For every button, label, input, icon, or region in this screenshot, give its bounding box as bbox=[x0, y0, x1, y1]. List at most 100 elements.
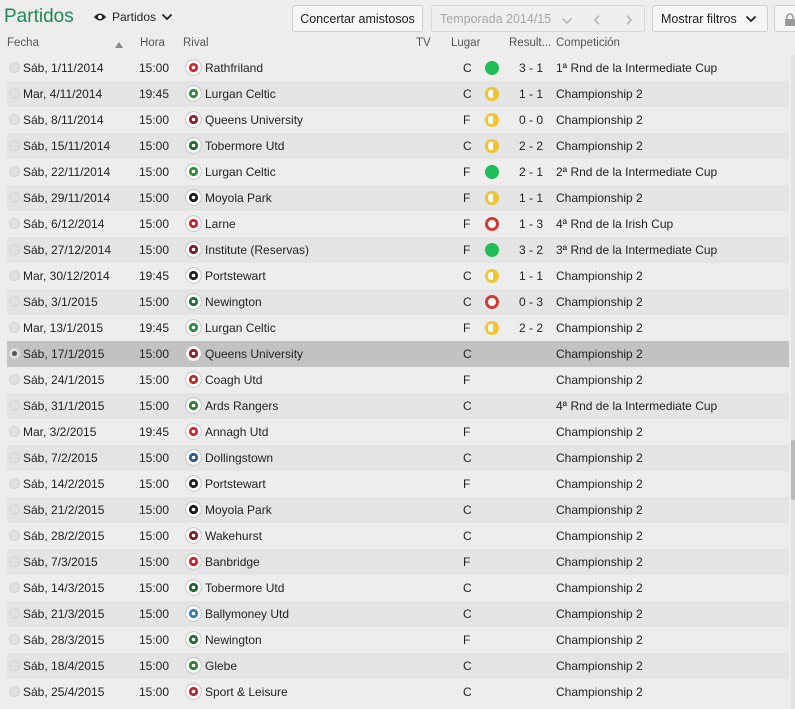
row-select-radio[interactable] bbox=[9, 88, 20, 99]
table-row[interactable]: Sáb, 31/1/2015 15:00 Ards Rangers C 4ª Rnd d… bbox=[7, 393, 789, 419]
draw-result-icon bbox=[485, 321, 499, 335]
table-row[interactable]: Sáb, 1/11/2014 15:00 Rathfriland C 3 - 1 1ª R… bbox=[7, 55, 789, 81]
rival-name[interactable]: Queens University bbox=[205, 113, 304, 127]
scrollbar-thumb[interactable] bbox=[791, 440, 795, 500]
club-crest-icon bbox=[185, 423, 202, 440]
column-rival[interactable]: Rival bbox=[183, 37, 209, 49]
rival-name[interactable]: Coagh Utd bbox=[205, 373, 263, 387]
view-dropdown[interactable]: Partidos bbox=[93, 10, 173, 24]
column-tv[interactable]: TV bbox=[416, 37, 431, 49]
club-crest-icon bbox=[185, 59, 202, 76]
table-row[interactable]: Sáb, 17/1/2015 15:00 Queens University C Cha… bbox=[7, 341, 789, 367]
row-select-radio[interactable] bbox=[9, 270, 20, 281]
table-row[interactable]: Sáb, 18/4/2015 15:00 Glebe C Championship 2 bbox=[7, 653, 789, 679]
rival-name[interactable]: Institute (Reservas) bbox=[205, 243, 310, 257]
row-select-radio[interactable] bbox=[9, 62, 20, 73]
table-row[interactable]: Sáb, 21/2/2015 15:00 Moyola Park C Champions… bbox=[7, 497, 789, 523]
row-select-radio[interactable] bbox=[9, 140, 20, 151]
row-select-radio[interactable] bbox=[9, 374, 20, 385]
row-select-radio[interactable] bbox=[9, 426, 20, 437]
rival-name[interactable]: Dollingstown bbox=[205, 451, 274, 465]
rival-name[interactable]: Portstewart bbox=[205, 269, 266, 283]
table-row[interactable]: Mar, 13/1/2015 19:45 Lurgan Celtic F 2 - 2 Ch… bbox=[7, 315, 789, 341]
show-filters-button[interactable]: Mostrar filtros bbox=[652, 5, 768, 32]
table-row[interactable]: Mar, 4/11/2014 19:45 Lurgan Celtic C 1 - 1 Ch… bbox=[7, 81, 789, 107]
rival-name[interactable]: Moyola Park bbox=[205, 503, 272, 517]
row-select-radio[interactable] bbox=[9, 244, 20, 255]
rival-name[interactable]: Tobermore Utd bbox=[205, 581, 285, 595]
row-select-radio[interactable] bbox=[9, 218, 20, 229]
table-row[interactable]: Sáb, 24/1/2015 15:00 Coagh Utd F Championshi… bbox=[7, 367, 789, 393]
rival-name[interactable]: Portstewart bbox=[205, 477, 266, 491]
table-row[interactable]: Sáb, 7/3/2015 15:00 Banbridge F Championship… bbox=[7, 549, 789, 575]
table-row[interactable]: Sáb, 15/11/2014 15:00 Tobermore Utd C 2 - 2 C… bbox=[7, 133, 789, 159]
table-row[interactable]: Sáb, 29/11/2014 15:00 Moyola Park F 1 - 1 Cha… bbox=[7, 185, 789, 211]
row-select-radio[interactable] bbox=[9, 686, 20, 697]
table-row[interactable]: Sáb, 27/12/2014 15:00 Institute (Reservas)… bbox=[7, 237, 789, 263]
rival-name[interactable]: Queens University bbox=[205, 347, 304, 361]
table-row[interactable]: Sáb, 28/3/2015 15:00 Newington F Championshi… bbox=[7, 627, 789, 653]
table-row[interactable]: Mar, 3/2/2015 19:45 Annagh Utd F Championshi… bbox=[7, 419, 789, 445]
row-select-radio[interactable] bbox=[9, 192, 20, 203]
table-row[interactable]: Sáb, 7/2/2015 15:00 Dollingstown C Champions… bbox=[7, 445, 789, 471]
rival-name[interactable]: Moyola Park bbox=[205, 191, 272, 205]
row-select-radio[interactable] bbox=[9, 634, 20, 645]
rival-name[interactable]: Ballymoney Utd bbox=[205, 607, 290, 621]
next-season-icon[interactable] bbox=[625, 14, 633, 29]
rival-name[interactable]: Lurgan Celtic bbox=[205, 321, 276, 335]
table-row[interactable]: Sáb, 22/11/2014 15:00 Lurgan Celtic F 2 - 1 2… bbox=[7, 159, 789, 185]
table-row[interactable]: Sáb, 14/3/2015 15:00 Tobermore Utd C Champio… bbox=[7, 575, 789, 601]
match-date: Sáb, 29/11/2014 bbox=[23, 191, 111, 205]
row-select-radio[interactable] bbox=[9, 114, 20, 125]
table-row[interactable]: Mar, 30/12/2014 19:45 Portstewart C 1 - 1 Cha… bbox=[7, 263, 789, 289]
match-time: 19:45 bbox=[139, 87, 170, 101]
arrange-friendlies-button[interactable]: Concertar amistosos bbox=[292, 5, 423, 32]
row-select-radio[interactable] bbox=[9, 608, 20, 619]
row-select-radio[interactable] bbox=[9, 400, 20, 411]
table-row[interactable]: Sáb, 8/11/2014 15:00 Queens University F 0 -… bbox=[7, 107, 789, 133]
scrollbar[interactable] bbox=[791, 55, 795, 709]
match-time: 15:00 bbox=[139, 477, 170, 491]
club-crest-icon bbox=[185, 319, 202, 336]
rival-name[interactable]: Rathfriland bbox=[205, 61, 264, 75]
match-date: Mar, 13/1/2015 bbox=[23, 321, 104, 335]
match-time: 15:00 bbox=[139, 191, 170, 205]
rival-name[interactable]: Larne bbox=[205, 217, 236, 231]
row-select-radio[interactable] bbox=[9, 322, 20, 333]
season-selector[interactable]: Temporada 2014/15 bbox=[431, 5, 645, 32]
row-select-radio[interactable] bbox=[9, 452, 20, 463]
row-select-radio[interactable] bbox=[9, 660, 20, 671]
column-time[interactable]: Hora bbox=[140, 37, 165, 49]
previous-season-icon[interactable] bbox=[593, 14, 601, 29]
table-row[interactable]: Sáb, 28/2/2015 15:00 Wakehurst C Championshi… bbox=[7, 523, 789, 549]
row-select-radio[interactable] bbox=[9, 296, 20, 307]
lock-button[interactable] bbox=[774, 5, 795, 32]
column-date[interactable]: Fecha bbox=[7, 37, 39, 49]
row-select-radio[interactable] bbox=[9, 504, 20, 515]
row-select-radio[interactable] bbox=[9, 582, 20, 593]
table-row[interactable]: Sáb, 6/12/2014 15:00 Larne F 1 - 3 4ª Rnd de … bbox=[7, 211, 789, 237]
row-select-radio[interactable] bbox=[9, 530, 20, 541]
rival-name[interactable]: Annagh Utd bbox=[205, 425, 269, 439]
rival-name[interactable]: Newington bbox=[205, 295, 262, 309]
rival-name[interactable]: Newington bbox=[205, 633, 262, 647]
table-row[interactable]: Sáb, 14/2/2015 15:00 Portstewart F Champions… bbox=[7, 471, 789, 497]
row-select-radio[interactable] bbox=[9, 348, 20, 359]
column-venue[interactable]: Lugar bbox=[451, 37, 481, 49]
row-select-radio[interactable] bbox=[9, 478, 20, 489]
rival-name[interactable]: Tobermore Utd bbox=[205, 139, 285, 153]
rival-name[interactable]: Banbridge bbox=[205, 555, 260, 569]
rival-name[interactable]: Ards Rangers bbox=[205, 399, 279, 413]
column-competition[interactable]: Competición bbox=[556, 37, 620, 49]
row-select-radio[interactable] bbox=[9, 166, 20, 177]
table-row[interactable]: Sáb, 25/4/2015 15:00 Sport & Leisure C Champ… bbox=[7, 679, 789, 705]
rival-name[interactable]: Glebe bbox=[205, 659, 238, 673]
column-result[interactable]: Result... bbox=[509, 37, 552, 49]
rival-name[interactable]: Lurgan Celtic bbox=[205, 87, 276, 101]
row-select-radio[interactable] bbox=[9, 556, 20, 567]
rival-name[interactable]: Wakehurst bbox=[205, 529, 262, 543]
table-row[interactable]: Sáb, 21/3/2015 15:00 Ballymoney Utd C Champi… bbox=[7, 601, 789, 627]
rival-name[interactable]: Sport & Leisure bbox=[205, 685, 288, 699]
table-row[interactable]: Sáb, 3/1/2015 15:00 Newington C 0 - 3 Champio… bbox=[7, 289, 789, 315]
rival-name[interactable]: Lurgan Celtic bbox=[205, 165, 276, 179]
